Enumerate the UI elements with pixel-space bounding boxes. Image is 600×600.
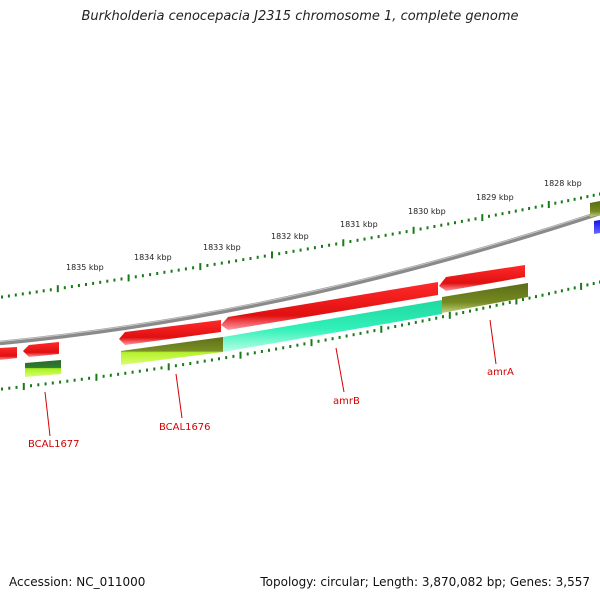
cds-arrow-bcal1677[interactable] — [23, 342, 59, 357]
leader-line-bcal1677 — [44, 391, 51, 437]
leader-line-amrb — [335, 347, 345, 393]
ruler-lower — [1, 280, 600, 391]
gene-label-amrb: amrB — [333, 396, 360, 407]
map-title: Burkholderia cenocepacia J2315 chromosom… — [81, 9, 519, 24]
ruler-label: 1834 kbp — [134, 253, 172, 262]
backbone-arc — [0, 210, 600, 346]
ruler-label: 1831 kbp — [340, 220, 378, 229]
gene-label-bcal1676: BCAL1676 — [159, 422, 211, 433]
cds-arrow-amrb[interactable] — [221, 282, 438, 330]
ruler-label: 1832 kbp — [271, 232, 309, 241]
ruler-label: 1830 kbp — [408, 207, 446, 216]
cds-arrow-bcal1676[interactable] — [119, 320, 221, 345]
feature-bar-bcal1676[interactable] — [121, 337, 223, 365]
backbone-arc-highlight — [0, 211, 600, 343]
feature-bar-amrb[interactable] — [223, 300, 442, 352]
ruler-label: 1833 kbp — [203, 243, 241, 252]
gene-label-amra: amrA — [487, 367, 514, 378]
ruler-label: 1835 kbp — [66, 263, 104, 272]
accession-text: Accession: NC_011000 — [9, 575, 146, 589]
feature-bar-right-olive[interactable] — [590, 201, 600, 217]
ruler-label: 1829 kbp — [476, 193, 514, 202]
gene-label-bcal1677: BCAL1677 — [28, 439, 80, 450]
cds-arrow-amra[interactable] — [439, 265, 525, 291]
feature-bar-bcal1677[interactable] — [25, 360, 61, 377]
feature-bar-amra[interactable] — [442, 283, 528, 313]
leader-line-amra — [489, 319, 497, 365]
cds-arrow-left-edge[interactable] — [0, 347, 17, 360]
leader-line-bcal1676 — [175, 373, 183, 419]
feature-bar-right-blue[interactable] — [594, 220, 600, 234]
topology-text: Topology: circular; Length: 3,870,082 bp… — [260, 575, 590, 589]
ruler-label: 1828 kbp — [544, 179, 582, 188]
ruler-upper — [1, 192, 600, 299]
